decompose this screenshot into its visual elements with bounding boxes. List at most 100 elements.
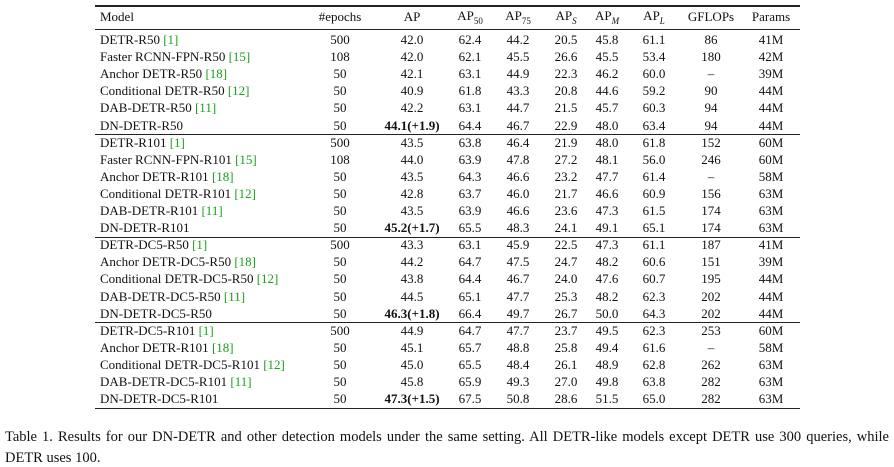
cell: 63M [758,374,784,389]
header-text: Params [751,9,791,24]
cell: 23.2 [554,168,578,184]
cell: 45.7 [595,100,619,116]
citation: [18] [234,254,256,270]
cell: 48.8 [506,339,530,355]
cell: 156 [701,185,721,201]
cell: 44.9 [506,66,530,82]
cell: 42.0 [400,49,424,65]
model-cell: Conditional DETR-R50 [12] [100,83,250,99]
header-sub: M [611,15,620,26]
cell: 62.1 [458,49,482,65]
cell: 48.1 [595,151,619,167]
cell: – [707,168,715,184]
model-name: DN-DETR-R101 [100,220,190,236]
cell: 61.5 [642,203,666,218]
cell: 41M [758,32,784,47]
cell: 65.1 [642,220,666,236]
cell: 50 [333,220,347,236]
model-name: DN-DETR-R50 [100,117,184,133]
cell: 64.3 [642,305,666,321]
cell: 47.3(+1.5) [384,391,440,407]
model-cell: Anchor DETR-R101 [18] [100,340,234,356]
cell: 25.3 [554,288,578,304]
cell: 26.6 [554,49,578,65]
cell: 42.0 [400,32,424,47]
cell: 43.3 [400,237,424,253]
cell: 62.3 [642,288,666,304]
model-cell: Faster RCNN-FPN-R101 [15] [100,152,257,168]
model-cell: DETR-DC5-R101 [1] [100,323,214,339]
cell: 45.0 [400,356,424,372]
model-cell: Anchor DETR-DC5-R50 [18] [100,254,256,270]
cell: 45.5 [595,49,619,65]
model-name: DETR-R101 [100,134,167,150]
cell: 48.3 [506,220,530,236]
cell: 46.6 [506,168,530,184]
caption-label: Table 1. [5,429,53,445]
citation: [11] [194,100,217,116]
cell: 94 [704,117,718,133]
cell: 60.7 [642,271,666,287]
cell: 65.5 [458,356,482,372]
model-name: DAB-DETR-DC5-R101 [100,374,228,389]
cell: 63M [758,391,784,407]
cell: 64.4 [458,117,482,133]
model-cell: Anchor DETR-R50 [18] [100,66,227,82]
header-text: #epochs [318,9,362,24]
model-cell: Anchor DETR-R101 [18] [100,169,234,185]
cell: 42.8 [400,185,424,201]
model-cell: DN-DETR-DC5-R101 [100,391,218,407]
cell: 50 [333,185,347,201]
cell: 51.5 [595,391,619,407]
rule [95,236,800,238]
cell: 24.7 [554,254,578,270]
model-name: DAB-DETR-DC5-R50 [100,288,221,304]
cell: 44.2 [506,32,530,47]
model-name: DETR-R50 [100,32,160,47]
cell: 44M [758,117,784,133]
cell: 41M [758,237,784,253]
cell: 48.2 [595,288,619,304]
header-cell: AP50 [457,8,483,26]
cell: 50 [333,203,347,218]
cell: 63M [758,220,784,236]
rule [95,29,800,30]
cell: 42.2 [400,100,424,116]
cell: 48.0 [595,117,619,133]
cell: 47.3 [595,237,619,253]
cell: 50.0 [595,305,619,321]
cell: 500 [330,32,350,47]
cell: 42.1 [400,66,424,82]
model-name: Conditional DETR-R101 [100,185,232,201]
cell: 48.9 [595,356,619,372]
header-text: AP [643,8,660,24]
citation: [1] [192,237,208,253]
cell: 48.0 [595,134,619,150]
model-name: Conditional DETR-R50 [100,83,225,99]
header-text: Model [100,9,134,24]
cell: 49.7 [506,305,530,321]
header-cell: AP [404,9,421,25]
cell: 45.8 [595,32,619,47]
model-cell: DN-DETR-R101 [100,220,190,236]
cell: 45.1 [400,339,424,355]
header-text: AP [505,8,522,24]
cell: 65.0 [642,391,666,407]
cell: 56.0 [642,151,666,167]
cell: 50 [333,374,347,389]
cell: 45.2(+1.7) [384,220,440,236]
cell: 66.4 [458,305,482,321]
cell: 24.0 [554,271,578,287]
cell: 43.3 [506,83,530,99]
header-text: AP [403,9,421,24]
header-cell: #epochs [319,9,362,25]
cell: 24.1 [554,220,578,236]
cell: 253 [701,322,721,338]
model-cell: DAB-DETR-R50 [11] [100,100,216,116]
cell: 23.7 [554,322,578,338]
cell: 64.3 [458,168,482,184]
model-name: Conditional DETR-DC5-R50 [100,271,254,287]
cell: 46.3(+1.8) [384,305,440,321]
cell: 152 [701,134,721,150]
cell: 44.0 [400,151,424,167]
